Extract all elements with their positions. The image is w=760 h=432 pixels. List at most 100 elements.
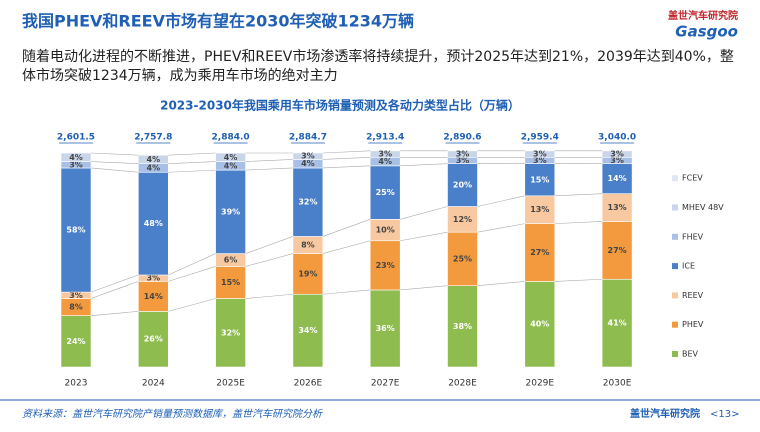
bar-segment bbox=[369, 150, 401, 158]
legend-label: BEV bbox=[682, 350, 699, 359]
data-label: 39% bbox=[221, 207, 240, 216]
x-tick-label: 2028E bbox=[448, 379, 477, 389]
bar-segment bbox=[138, 281, 169, 312]
connector bbox=[554, 221, 603, 224]
total-label: 2,959.4 bbox=[521, 133, 559, 143]
bar-segment bbox=[601, 278, 633, 368]
legend-label: REEV bbox=[682, 291, 704, 300]
connector bbox=[245, 293, 293, 299]
data-label: 23% bbox=[376, 261, 395, 270]
x-tick-label: 2026E bbox=[294, 379, 323, 389]
data-label: 26% bbox=[144, 335, 163, 344]
bar-segment bbox=[215, 152, 246, 162]
data-label: 4% bbox=[378, 157, 392, 166]
bar-segment bbox=[292, 253, 324, 295]
data-label: 4% bbox=[147, 155, 161, 164]
data-label: 4% bbox=[147, 163, 161, 172]
data-label: 13% bbox=[530, 205, 549, 214]
bar-segment bbox=[292, 293, 324, 368]
connector bbox=[90, 274, 139, 293]
connector bbox=[477, 195, 525, 207]
data-label: 41% bbox=[608, 319, 627, 328]
bar-segment bbox=[524, 281, 556, 368]
data-label: 6% bbox=[224, 256, 238, 265]
connector bbox=[245, 159, 293, 162]
data-label: 14% bbox=[144, 292, 163, 301]
total-label: 2,890.6 bbox=[443, 133, 481, 143]
bar-segment bbox=[138, 171, 169, 276]
x-tick-label: 2025E bbox=[216, 379, 245, 389]
data-label: 8% bbox=[69, 303, 83, 312]
connector bbox=[322, 165, 371, 169]
bar-segment bbox=[292, 152, 324, 160]
legend-swatch bbox=[672, 233, 678, 240]
data-label: 4% bbox=[224, 161, 238, 170]
data-label: 3% bbox=[533, 150, 547, 159]
data-label: 3% bbox=[69, 291, 83, 300]
legend-label: FHEV bbox=[682, 232, 704, 241]
connector bbox=[90, 152, 139, 156]
chart-title: 2023-2030年我国乘用车市场销量预测及各动力类型占比（万辆） bbox=[160, 98, 520, 113]
bar-segment bbox=[138, 311, 169, 368]
legend-swatch bbox=[672, 204, 678, 211]
data-label: 40% bbox=[530, 320, 549, 329]
data-label: 3% bbox=[610, 150, 624, 159]
legend-label: ICE bbox=[682, 262, 695, 271]
connector bbox=[554, 193, 603, 197]
bar-segment bbox=[447, 231, 478, 286]
connector bbox=[400, 206, 448, 220]
data-label: 19% bbox=[298, 269, 317, 278]
legend-swatch bbox=[672, 175, 678, 182]
connector bbox=[168, 266, 216, 282]
connector bbox=[90, 311, 139, 316]
total-label: 2,884.7 bbox=[289, 133, 327, 143]
data-label: 3% bbox=[610, 156, 624, 165]
connector bbox=[322, 289, 371, 295]
bar-segment bbox=[369, 240, 401, 291]
connector bbox=[400, 163, 448, 167]
connector bbox=[168, 161, 216, 164]
connector bbox=[322, 219, 371, 237]
connector bbox=[477, 223, 525, 233]
x-tick-label: 2023 bbox=[65, 379, 88, 389]
data-label: 3% bbox=[378, 150, 392, 159]
connector bbox=[168, 298, 216, 312]
bar-segment bbox=[447, 285, 478, 368]
connector bbox=[554, 278, 603, 282]
data-label: 25% bbox=[453, 254, 472, 263]
bar-segment bbox=[601, 163, 633, 194]
legend-swatch bbox=[672, 292, 678, 299]
bar-segment bbox=[447, 150, 478, 158]
connector bbox=[400, 231, 448, 242]
connector bbox=[322, 240, 371, 254]
bar-segment bbox=[60, 167, 92, 293]
data-label: 38% bbox=[453, 322, 472, 331]
legend-swatch bbox=[672, 321, 678, 328]
source: 资料来源：盖世汽车研究院产销量预测数据库，盖世汽车研究院分析 bbox=[22, 408, 323, 420]
connector bbox=[90, 167, 139, 173]
total-label: 2,884.0 bbox=[212, 133, 250, 143]
data-label: 4% bbox=[301, 159, 315, 168]
data-label: 3% bbox=[533, 156, 547, 165]
summary-box: 随着电动化进程的不断推进，PHEV和REEV市场渗透率将持续提升，预计2025年… bbox=[22, 49, 734, 84]
data-label: 48% bbox=[144, 219, 163, 228]
data-label: 32% bbox=[298, 198, 317, 207]
data-label: 27% bbox=[608, 246, 627, 255]
data-label: 4% bbox=[69, 153, 83, 162]
x-tick-label: 2030E bbox=[603, 379, 632, 389]
bar-segment bbox=[60, 152, 92, 162]
bar-segment bbox=[524, 223, 556, 282]
total-label: 2,601.5 bbox=[57, 133, 95, 143]
connector bbox=[477, 281, 525, 286]
x-tick-label: 2029E bbox=[526, 379, 555, 389]
connector bbox=[168, 253, 216, 276]
bar-segment bbox=[524, 163, 556, 197]
data-label: 34% bbox=[298, 326, 317, 335]
x-tick-label: 2024 bbox=[142, 379, 165, 389]
data-label: 36% bbox=[376, 324, 395, 333]
data-label: 32% bbox=[221, 328, 240, 337]
data-label: 12% bbox=[453, 215, 472, 224]
connector bbox=[245, 236, 294, 254]
data-label: 25% bbox=[376, 188, 395, 197]
